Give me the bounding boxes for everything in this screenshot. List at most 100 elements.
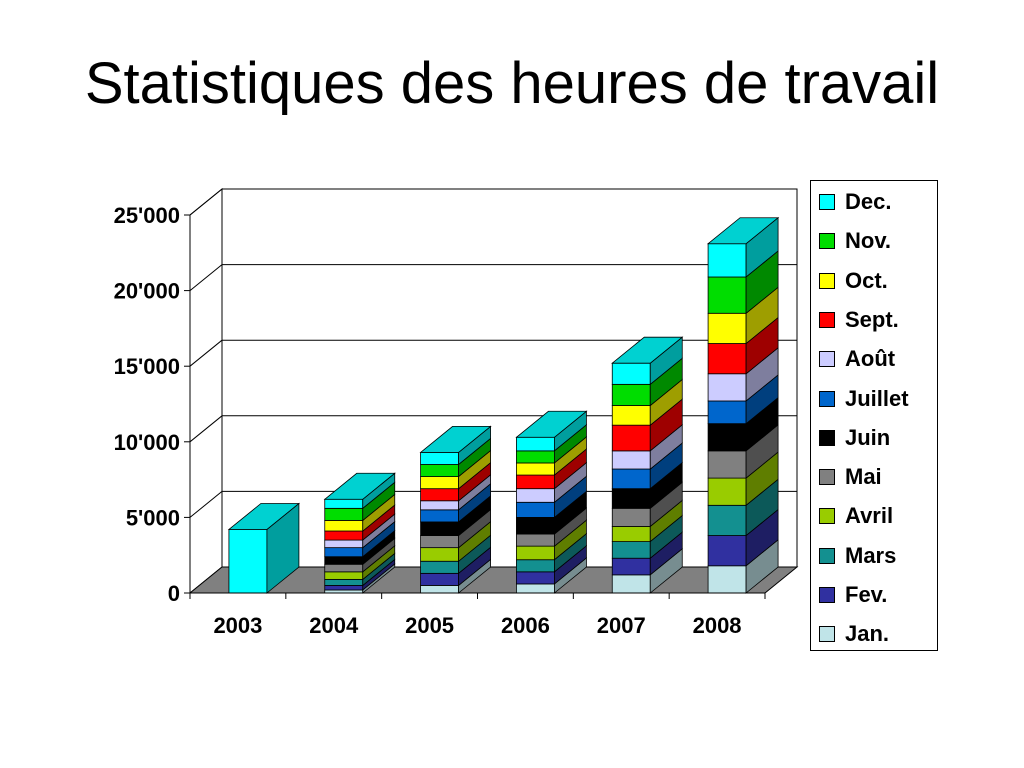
bar-front [420, 521, 459, 536]
bar-front [228, 529, 268, 594]
bar-segment [707, 316, 779, 375]
legend-label: Sept. [845, 306, 899, 332]
bar-front [516, 474, 555, 490]
bar-front [611, 507, 651, 527]
bar-top [419, 425, 492, 453]
gridline-side [189, 339, 223, 367]
bar-segment [420, 437, 491, 478]
bar-front [324, 507, 364, 521]
y-tick-label: 5'000 [126, 505, 180, 530]
legend-swatch [819, 626, 835, 643]
side-wall [189, 187, 223, 595]
bar-front [324, 498, 364, 509]
bar-front [611, 557, 651, 576]
bar-front [324, 585, 364, 591]
bar-front [707, 535, 747, 567]
bar-segment [707, 286, 779, 345]
legend-label: Mai [845, 464, 882, 490]
bar-front [420, 451, 459, 465]
legend-label: Fev. [845, 582, 888, 607]
bar-front [324, 578, 364, 586]
y-tick-label: 10'000 [114, 430, 180, 455]
bar-segment [611, 531, 683, 576]
legend-label: Dec. [845, 189, 892, 214]
legend-item: Avril [819, 503, 893, 528]
bar-front [516, 533, 555, 547]
bar-front [516, 545, 555, 561]
legend-swatch [819, 311, 835, 328]
legend-swatch [819, 469, 835, 486]
y-tick-label: 0 [168, 581, 180, 606]
bar-segment [420, 508, 491, 549]
bar-front [324, 571, 364, 580]
bar-front [420, 560, 459, 574]
bar-front [707, 276, 747, 314]
legend-item: Jan. [819, 621, 889, 646]
bar-front [707, 565, 747, 594]
legend-item: Août [819, 346, 895, 371]
bar-front [611, 526, 651, 542]
x-tick-label: 2008 [693, 613, 742, 638]
bar-front [707, 400, 747, 425]
bar-segment [707, 451, 779, 507]
bar-front [324, 530, 364, 541]
legend-item: Mars [819, 543, 896, 568]
bar-front [516, 488, 555, 503]
gridline-side [189, 188, 223, 216]
gridline-side [189, 415, 223, 443]
bar-segment [707, 216, 779, 278]
bar-front [611, 541, 651, 559]
bar-front [420, 547, 459, 562]
legend-item: Dec. [819, 189, 892, 214]
bar-front [707, 243, 747, 278]
bar-front [420, 476, 459, 490]
bar-front [516, 450, 555, 464]
bar-front [324, 539, 364, 549]
legend-swatch [819, 429, 835, 446]
legend-swatch [819, 547, 835, 564]
legend-swatch [819, 194, 835, 210]
bar-front [420, 488, 459, 502]
chart-bars [227, 216, 780, 594]
bar-front [707, 450, 747, 479]
bar-front [516, 517, 555, 535]
bar-front [707, 423, 747, 452]
bar-front [420, 535, 459, 549]
bar-segment [611, 424, 683, 470]
bar-segment [611, 357, 683, 407]
legend-swatch [819, 587, 835, 603]
bar-top [227, 503, 301, 530]
y-tick-label: 25'000 [114, 203, 180, 228]
bar-segment [420, 546, 491, 587]
bar-front [516, 462, 555, 476]
bar-segment [707, 424, 779, 479]
x-tick-label: 2005 [405, 613, 454, 638]
bar-front [707, 343, 747, 375]
bar-segment [420, 495, 491, 537]
bar-segment [516, 475, 587, 519]
legend-item: Sept. [819, 306, 899, 332]
bar-segment [707, 346, 779, 402]
legend-swatch [819, 233, 835, 250]
bar-front [324, 520, 364, 532]
legend-item: Oct. [819, 268, 888, 293]
bar-front [707, 373, 747, 402]
bar-segment [228, 502, 300, 594]
bar-segment [516, 410, 587, 452]
bar-front [611, 362, 651, 385]
bar-segment [420, 520, 491, 563]
back-wall [221, 188, 798, 568]
legend-swatch [819, 351, 835, 368]
y-tick-label: 15'000 [114, 354, 180, 379]
bar-front [516, 571, 555, 585]
x-tick-label: 2003 [213, 613, 262, 638]
y-tick-label: 20'000 [114, 279, 180, 304]
bar-top [706, 217, 780, 245]
legend-item: Nov. [819, 228, 891, 253]
legend-item: Juin [819, 425, 890, 450]
chart-legend: Dec. Nov. Oct. Sept. Août Juillet Juin Mai Avril… [810, 180, 938, 651]
x-tick-label: 2007 [597, 613, 646, 638]
bar-front [611, 383, 651, 406]
bar-top [515, 410, 588, 438]
bar-front [324, 547, 364, 558]
